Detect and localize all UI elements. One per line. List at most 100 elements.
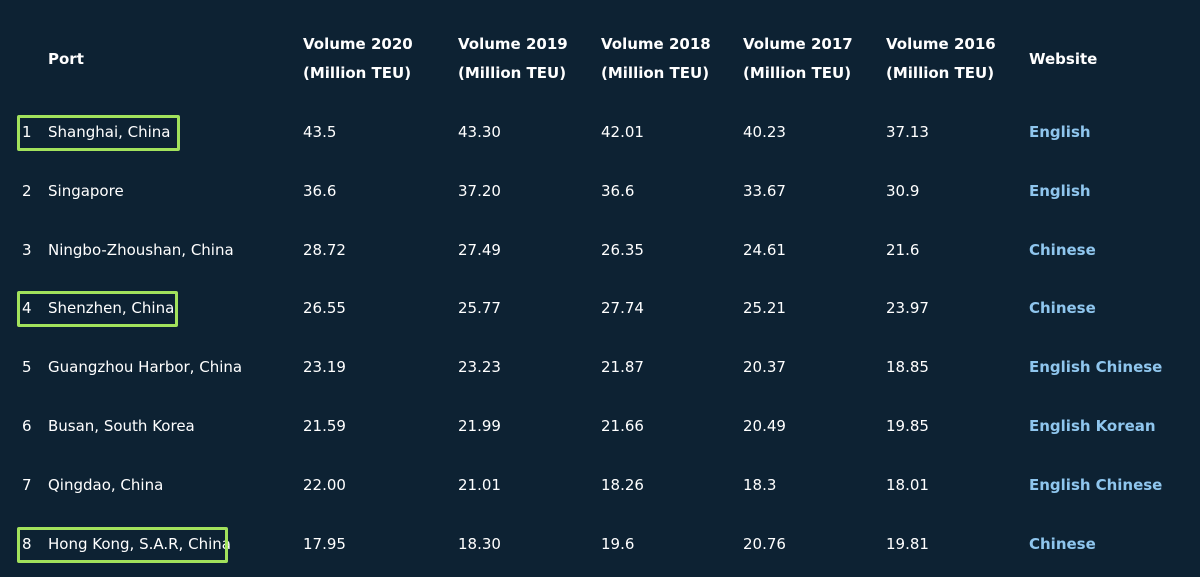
header-port: Port bbox=[48, 45, 84, 74]
website-link-english[interactable]: English bbox=[1029, 475, 1091, 494]
rank-cell: 1 bbox=[22, 123, 32, 141]
volume-2019-cell: 27.49 bbox=[458, 240, 501, 259]
volume-2018-cell: 19.6 bbox=[601, 534, 635, 553]
volume-2018-cell: 26.35 bbox=[601, 240, 644, 259]
port-name-cell: Shanghai, China bbox=[48, 123, 171, 141]
volume-2018-cell: 21.66 bbox=[601, 417, 644, 435]
website-link-korean[interactable]: Korean bbox=[1095, 417, 1156, 435]
volume-2016-cell: 18.85 bbox=[886, 358, 929, 377]
rank-cell: 2 bbox=[22, 181, 32, 200]
volume-2017-cell: 33.67 bbox=[743, 181, 786, 200]
website-cell: Chinese bbox=[1029, 293, 1096, 323]
volume-2018-cell: 18.26 bbox=[601, 475, 644, 494]
header-volume-2019: Volume 2019 (Million TEU) bbox=[458, 30, 568, 88]
header-volume-2020-line1: Volume 2020 bbox=[303, 35, 413, 53]
website-cell: English Chinese bbox=[1029, 352, 1162, 382]
volume-2016-cell: 23.97 bbox=[886, 299, 929, 318]
volume-2020-cell: 43.5 bbox=[303, 123, 337, 141]
volume-2019-cell: 37.20 bbox=[458, 181, 501, 200]
website-link-chinese[interactable]: Chinese bbox=[1029, 299, 1096, 318]
header-volume-2018-line2: (Million TEU) bbox=[601, 64, 710, 82]
volume-2017-cell: 24.61 bbox=[743, 240, 786, 259]
volume-2020-cell: 21.59 bbox=[303, 417, 346, 435]
header-volume-2019-line1: Volume 2019 bbox=[458, 35, 568, 53]
header-volume-2017: Volume 2017 (Million TEU) bbox=[743, 30, 853, 88]
port-name-cell: Qingdao, China bbox=[48, 475, 164, 494]
port-name-cell: Guangzhou Harbor, China bbox=[48, 358, 243, 377]
volume-2020-cell: 22.00 bbox=[303, 475, 346, 494]
header-volume-2016-line1: Volume 2016 bbox=[886, 35, 996, 53]
website-link-english[interactable]: English bbox=[1029, 181, 1091, 200]
port-name-cell: Singapore bbox=[48, 181, 124, 200]
volume-2017-cell: 40.23 bbox=[743, 123, 786, 141]
volume-2017-cell: 25.21 bbox=[743, 299, 786, 318]
website-link-chinese[interactable]: Chinese bbox=[1095, 475, 1163, 494]
header-volume-2018: Volume 2018 (Million TEU) bbox=[601, 30, 711, 88]
rank-cell: 3 bbox=[22, 240, 32, 259]
volume-2016-cell: 37.13 bbox=[886, 123, 929, 141]
website-cell: English bbox=[1029, 117, 1091, 147]
website-link-chinese[interactable]: Chinese bbox=[1029, 534, 1096, 553]
website-cell: Chinese bbox=[1029, 529, 1096, 559]
volume-2018-cell: 21.87 bbox=[601, 358, 644, 377]
port-name-cell: Shenzhen, China bbox=[48, 299, 175, 318]
table-row: 1 Shanghai, China 43.5 43.30 42.01 40.23 37.13… bbox=[0, 115, 1200, 151]
table-row: 3 Ningbo-Zhoushan, China 28.72 27.49 26.35 24… bbox=[0, 235, 1200, 265]
volume-2019-cell: 23.23 bbox=[458, 358, 501, 377]
port-name-cell: Hong Kong, S.A.R, China bbox=[48, 534, 231, 553]
table-row: 2 Singapore 36.6 37.20 36.6 33.67 30.9 English bbox=[0, 176, 1200, 206]
website-link-english[interactable]: English bbox=[1029, 358, 1091, 377]
volume-2017-cell: 20.76 bbox=[743, 534, 786, 553]
website-link-chinese[interactable]: Chinese bbox=[1095, 358, 1163, 377]
rank-cell: 4 bbox=[22, 299, 32, 318]
volume-2019-cell: 25.77 bbox=[458, 299, 501, 318]
website-link-english[interactable]: English bbox=[1029, 417, 1091, 435]
header-website-label: Website bbox=[1029, 50, 1098, 68]
table-row: 4 Shenzhen, China 26.55 25.77 27.74 25.21 23.9… bbox=[0, 291, 1200, 328]
table-row: 5 Guangzhou Harbor, China 23.19 23.23 21.87 2… bbox=[0, 352, 1200, 382]
table-row: 8 Hong Kong, S.A.R, China 17.95 18.30 19.6 20… bbox=[0, 526, 1200, 563]
volume-2020-cell: 17.95 bbox=[303, 534, 346, 553]
volume-2018-cell: 36.6 bbox=[601, 181, 635, 200]
website-link-english[interactable]: English bbox=[1029, 123, 1091, 141]
volume-2020-cell: 36.6 bbox=[303, 181, 337, 200]
volume-2020-cell: 26.55 bbox=[303, 299, 346, 318]
website-cell: English Chinese bbox=[1029, 470, 1162, 500]
header-volume-2020: Volume 2020 (Million TEU) bbox=[303, 30, 413, 88]
volume-2019-cell: 18.30 bbox=[458, 534, 501, 553]
website-cell: Chinese bbox=[1029, 235, 1096, 265]
port-name-cell: Busan, South Korea bbox=[48, 417, 195, 435]
volume-2020-cell: 23.19 bbox=[303, 358, 346, 377]
rank-cell: 5 bbox=[22, 358, 32, 377]
volume-2016-cell: 21.6 bbox=[886, 240, 920, 259]
rank-cell: 6 bbox=[22, 417, 32, 435]
volume-2016-cell: 30.9 bbox=[886, 181, 920, 200]
volume-2017-cell: 20.49 bbox=[743, 417, 786, 435]
rank-cell: 7 bbox=[22, 475, 32, 494]
volume-2019-cell: 43.30 bbox=[458, 123, 501, 141]
volume-2016-cell: 19.85 bbox=[886, 417, 929, 435]
website-cell: English Korean bbox=[1029, 411, 1156, 441]
website-link-chinese[interactable]: Chinese bbox=[1029, 240, 1096, 259]
header-volume-2016-line2: (Million TEU) bbox=[886, 64, 995, 82]
volume-2016-cell: 19.81 bbox=[886, 534, 929, 553]
volume-2019-cell: 21.99 bbox=[458, 417, 501, 435]
volume-2018-cell: 42.01 bbox=[601, 123, 644, 141]
volume-2018-cell: 27.74 bbox=[601, 299, 644, 318]
header-website: Website bbox=[1029, 45, 1097, 74]
volume-2017-cell: 20.37 bbox=[743, 358, 786, 377]
volume-2019-cell: 21.01 bbox=[458, 475, 501, 494]
table-row: 7 Qingdao, China 22.00 21.01 18.26 18.3 18.01 E… bbox=[0, 470, 1200, 500]
header-volume-2019-line2: (Million TEU) bbox=[458, 64, 567, 82]
volume-2017-cell: 18.3 bbox=[743, 475, 777, 494]
header-volume-2020-line2: (Million TEU) bbox=[303, 64, 412, 82]
table-row: 6 Busan, South Korea 21.59 21.99 21.66 20.49 1… bbox=[0, 411, 1200, 441]
volume-2016-cell: 18.01 bbox=[886, 475, 929, 494]
port-name-cell: Ningbo-Zhoushan, China bbox=[48, 240, 234, 259]
volume-2020-cell: 28.72 bbox=[303, 240, 346, 259]
header-volume-2016: Volume 2016 (Million TEU) bbox=[886, 30, 996, 88]
header-port-label: Port bbox=[48, 50, 84, 68]
header-volume-2017-line1: Volume 2017 bbox=[743, 35, 853, 53]
header-volume-2017-line2: (Million TEU) bbox=[743, 64, 852, 82]
